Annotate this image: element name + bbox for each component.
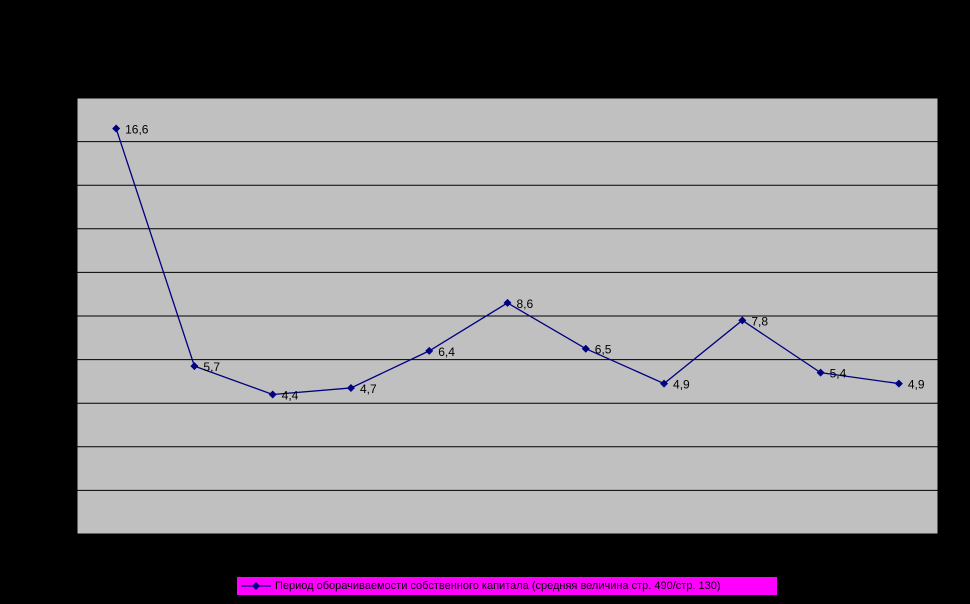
data-label: 4,4 bbox=[282, 388, 299, 402]
data-point-marker bbox=[346, 383, 355, 392]
data-point-marker bbox=[581, 344, 590, 353]
data-point-marker bbox=[268, 390, 277, 399]
data-point-marker bbox=[190, 362, 199, 371]
data-label: 4,9 bbox=[673, 378, 690, 392]
legend: Период оборачиваемости собственного капи… bbox=[236, 576, 778, 596]
legend-key-icon bbox=[241, 582, 271, 590]
data-label: 16,6 bbox=[125, 123, 149, 137]
data-point-marker bbox=[425, 346, 434, 355]
data-point-marker bbox=[816, 368, 825, 377]
data-labels: 16,6 5,7 4,4 4,7 6,4 8,6 6,5 4,9 7,8 5,4 4,9 bbox=[125, 123, 925, 403]
data-point-marker bbox=[894, 379, 903, 388]
data-label: 4,7 bbox=[360, 382, 377, 396]
series-markers bbox=[112, 124, 903, 399]
legend-label: Период оборачиваемости собственного капи… bbox=[275, 580, 721, 592]
data-point-marker bbox=[112, 124, 121, 133]
data-label: 6,5 bbox=[595, 343, 612, 357]
data-label: 5,7 bbox=[203, 360, 220, 374]
data-point-marker bbox=[738, 316, 747, 325]
data-point-marker bbox=[660, 379, 669, 388]
data-label: 4,9 bbox=[908, 378, 925, 392]
data-point-marker bbox=[503, 298, 512, 307]
data-label: 5,4 bbox=[830, 367, 847, 381]
data-label: 7,8 bbox=[751, 314, 768, 328]
gridlines bbox=[77, 141, 938, 491]
data-label: 6,4 bbox=[438, 345, 455, 359]
data-label: 8,6 bbox=[517, 297, 534, 311]
